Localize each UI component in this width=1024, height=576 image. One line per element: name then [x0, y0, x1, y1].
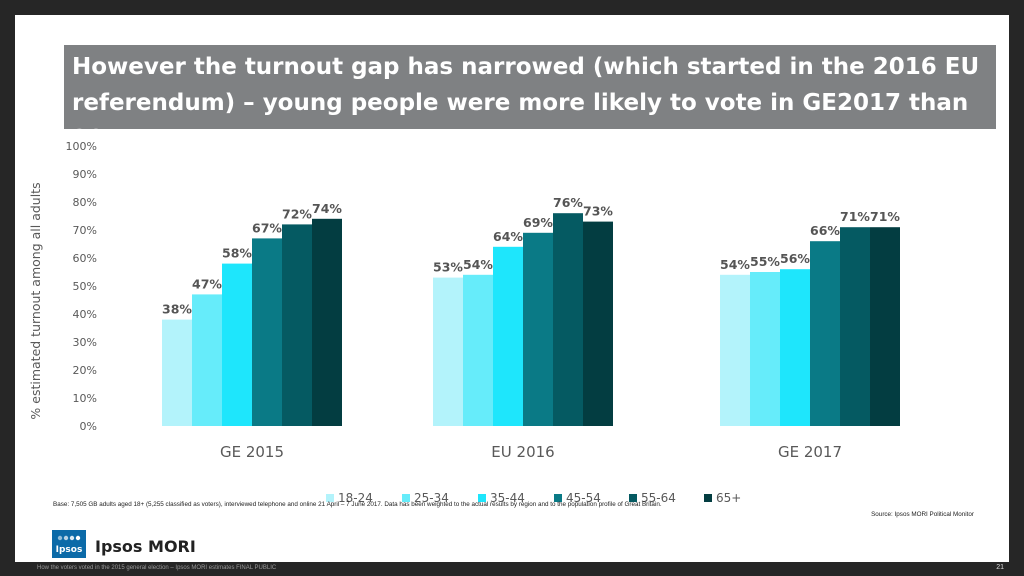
- bar-ge-2015-65+: [312, 218, 342, 426]
- data-label: 55%: [750, 254, 780, 269]
- data-label: 53%: [433, 260, 463, 275]
- source-note: Source: Ipsos MORI Political Monitor: [871, 511, 974, 518]
- legend-swatch: [478, 494, 486, 502]
- y-tick-label: 0%: [80, 420, 97, 433]
- legend-swatch: [326, 494, 334, 502]
- page-number: 21: [996, 564, 1004, 571]
- data-label: 74%: [312, 201, 342, 216]
- data-label: 66%: [810, 223, 840, 238]
- y-tick-label: 10%: [73, 392, 97, 405]
- data-label: 54%: [720, 257, 750, 272]
- data-label: 72%: [282, 206, 312, 221]
- data-label: 54%: [463, 257, 493, 272]
- data-label: 58%: [222, 246, 252, 261]
- x-category-label: GE 2015: [220, 443, 284, 461]
- data-label: 73%: [583, 204, 613, 219]
- logo-dots-icon: [57, 535, 81, 541]
- logo-badge-text: Ipsos: [55, 545, 83, 555]
- bar-eu-2016-45-54: [523, 232, 553, 426]
- legend-label: 35-44: [490, 491, 525, 505]
- y-tick-label: 20%: [73, 364, 97, 377]
- data-label: 76%: [553, 195, 583, 210]
- data-label: 71%: [840, 209, 870, 224]
- legend-swatch: [402, 494, 410, 502]
- data-label: 38%: [162, 302, 192, 317]
- bar-eu-2016-35-44: [493, 246, 523, 426]
- bar-eu-2016-25-34: [463, 274, 493, 426]
- turnout-bar-chart: 0% 10% 20% 30% 40% 50% 60% 70% 80% 90% 100% % estim…: [28, 140, 900, 505]
- title-banner: However the turnout gap has narrowed (wh…: [64, 45, 996, 152]
- data-label: 47%: [192, 276, 222, 291]
- ipsos-logo: Ipsos: [52, 530, 86, 558]
- bar-ge-2015-25-34: [192, 294, 222, 426]
- y-tick-label: 90%: [73, 168, 97, 181]
- legend-label: 45-54: [566, 491, 601, 505]
- bar-ge-2015-35-44: [222, 263, 252, 426]
- data-label: 64%: [493, 229, 523, 244]
- data-label: 71%: [870, 209, 900, 224]
- bar-ge-2017-45-54: [810, 241, 840, 426]
- data-label: 56%: [780, 251, 810, 266]
- x-category-label: GE 2017: [778, 443, 842, 461]
- data-label: 67%: [252, 220, 282, 235]
- legend-label: 55-64: [641, 491, 676, 505]
- y-tick-label: 40%: [73, 308, 97, 321]
- slide-title: However the turnout gap has narrowed (wh…: [72, 54, 980, 152]
- legend-label: 18-24: [338, 491, 373, 505]
- legend-label: 25-34: [414, 491, 449, 505]
- bar-eu-2016-18-24: [433, 277, 463, 426]
- y-axis-title: % estimated turnout among all adults: [28, 182, 43, 419]
- legend-swatch: [704, 494, 712, 502]
- y-tick-label: 30%: [73, 336, 97, 349]
- legend-label: 65+: [716, 491, 741, 505]
- base-note: Base: 7,505 GB adults aged 18+ (5,255 cl…: [53, 501, 662, 508]
- footer-text: How the voters voted in the 2015 general…: [37, 565, 277, 571]
- y-tick-label: 60%: [73, 252, 97, 265]
- slide: However the turnout gap has narrowed (wh…: [15, 15, 1009, 562]
- y-tick-label: 70%: [73, 224, 97, 237]
- bar-ge-2015-18-24: [162, 319, 192, 426]
- bar-ge-2017-65+: [870, 227, 900, 426]
- data-label: 69%: [523, 215, 553, 230]
- bar-ge-2017-35-44: [780, 269, 810, 426]
- y-tick-label: 100%: [66, 140, 97, 153]
- bar-ge-2017-18-24: [720, 274, 750, 426]
- legend-swatch: [554, 494, 562, 502]
- bar-ge-2015-55-64: [282, 224, 312, 426]
- x-category-label: EU 2016: [491, 443, 554, 461]
- bar-ge-2017-55-64: [840, 227, 870, 426]
- logo-name: Ipsos MORI: [95, 537, 196, 556]
- legend-swatch: [629, 494, 637, 502]
- bar-eu-2016-65+: [583, 221, 613, 426]
- bar-ge-2017-25-34: [750, 272, 780, 426]
- y-tick-label: 80%: [73, 196, 97, 209]
- bar-ge-2015-45-54: [252, 238, 282, 426]
- y-tick-label: 50%: [73, 280, 97, 293]
- bar-eu-2016-55-64: [553, 213, 583, 426]
